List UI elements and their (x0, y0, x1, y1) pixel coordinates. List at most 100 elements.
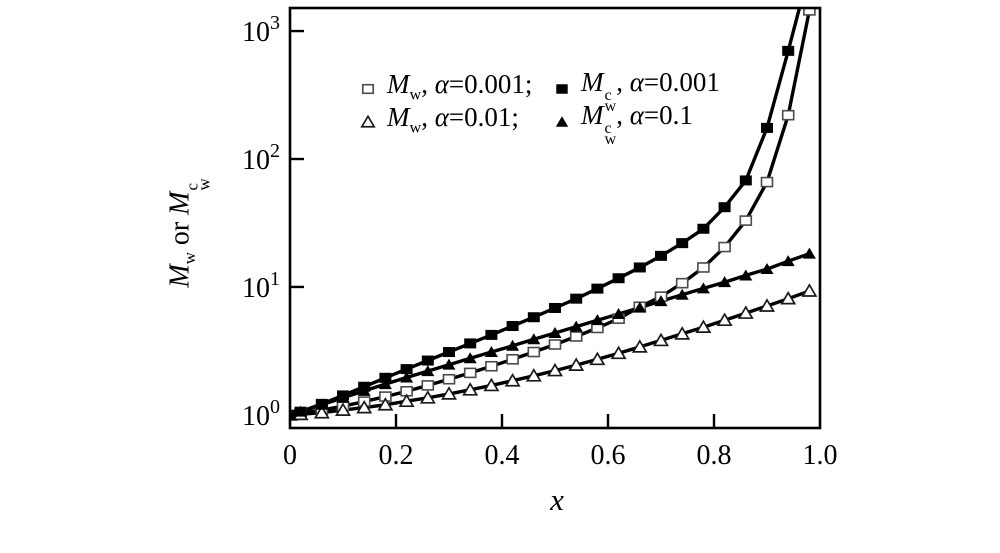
square-open-marker (442, 373, 456, 385)
square-filled-marker (527, 312, 540, 323)
triangle-open-marker (356, 399, 373, 414)
triangle-filled-marker (315, 398, 329, 410)
triangle-open-marker (398, 393, 415, 408)
x-tick-label: 0 (283, 440, 297, 471)
triangle-open-marker (441, 386, 457, 400)
triangle-filled-marker (548, 326, 562, 338)
square-open-marker (569, 331, 583, 342)
triangle-open-marker (737, 305, 754, 319)
square-open-marker (485, 360, 498, 372)
triangle-open-marker (568, 357, 585, 371)
triangle-filled-marker (484, 346, 498, 358)
triangle-filled-marker (442, 358, 456, 370)
triangle-open-marker (525, 368, 542, 382)
triangle-filled-marker (506, 339, 520, 351)
triangle-filled-marker (633, 301, 647, 313)
triangle-open-marker (377, 397, 394, 411)
x-tick-label: 1.0 (803, 440, 838, 471)
triangle-open-marker (504, 373, 521, 387)
triangle-open-marker (547, 362, 563, 377)
square-open-marker (548, 339, 562, 350)
square-open-marker (421, 380, 435, 391)
square-filled-marker (633, 262, 646, 273)
square-open-marker (675, 277, 689, 289)
series-group (290, 8, 818, 421)
triangle-filled-marker (696, 282, 710, 294)
triangle-open-marker (653, 332, 669, 347)
triangle-filled-marker (739, 269, 753, 281)
triangle-filled-marker (463, 352, 477, 364)
triangle-filled-marker (654, 295, 668, 307)
triangle-filled-marker (675, 288, 689, 300)
square-filled-marker (782, 45, 795, 56)
square-filled-marker (506, 321, 519, 332)
triangle-open-marker (631, 339, 648, 353)
square-filled-marker (485, 329, 498, 340)
square-filled-marker (612, 273, 625, 284)
x-tick-label: 0.4 (485, 440, 520, 471)
triangle-open-marker (801, 283, 818, 297)
square-open-marker (506, 353, 519, 365)
x-tick-label: 0.8 (697, 440, 732, 471)
triangle-open-marker (716, 312, 733, 327)
square-filled-marker (464, 338, 477, 349)
square-filled-marker (655, 250, 667, 261)
square-open-marker (697, 262, 710, 273)
x-tick-label: 0.6 (591, 440, 626, 471)
triangle-filled-marker (760, 263, 774, 275)
triangle-filled-marker (569, 320, 583, 332)
triangle-open-marker (589, 351, 606, 366)
triangle-filled-marker (612, 307, 626, 319)
square-filled-marker (697, 223, 710, 234)
square-open-marker (463, 367, 477, 379)
x-tick-label: 0.2 (379, 440, 414, 471)
triangle-filled-marker (590, 314, 604, 326)
square-filled-marker (718, 202, 731, 213)
triangle-open-marker (759, 298, 775, 312)
triangle-open-marker (313, 405, 330, 419)
triangle-filled-marker (378, 378, 392, 390)
y-tick-label: 101 (242, 268, 280, 304)
square-filled-marker (421, 355, 434, 366)
series-markers-1 (290, 45, 795, 420)
y-tick-label: 103 (242, 12, 280, 48)
triangle-open-marker (462, 382, 479, 396)
square-filled-marker (591, 283, 604, 294)
triangle-open-marker (335, 402, 351, 416)
square-filled-marker (379, 372, 392, 383)
square-open-marker (739, 215, 753, 226)
triangle-open-marker (674, 326, 691, 340)
square-filled-marker (443, 347, 455, 358)
square-open-marker (803, 8, 816, 16)
series-line-0 (290, 10, 812, 417)
series-line-1 (290, 8, 802, 417)
triangle-open-marker (483, 377, 500, 392)
triangle-filled-marker (357, 384, 371, 396)
y-tick-label: 100 (242, 396, 280, 432)
triangle-filled-marker (718, 276, 732, 288)
triangle-filled-marker (527, 333, 541, 345)
square-filled-marker (400, 364, 413, 375)
triangle-filled-marker (336, 391, 350, 403)
square-filled-marker (570, 293, 583, 304)
triangle-filled-marker (400, 371, 414, 383)
triangle-open-marker (419, 390, 436, 404)
triangle-filled-marker (421, 365, 435, 377)
square-filled-marker (676, 238, 689, 249)
y-tick-label: 102 (242, 140, 280, 176)
square-filled-marker (549, 302, 561, 313)
triangle-open-marker (695, 319, 712, 334)
square-open-marker (527, 346, 541, 358)
triangle-open-marker (780, 290, 797, 305)
square-filled-marker (761, 122, 773, 133)
square-open-marker (781, 109, 795, 121)
plot-frame (288, 6, 822, 430)
triangle-open-marker (610, 345, 627, 360)
square-open-marker (718, 241, 731, 253)
triangle-filled-marker (781, 255, 795, 267)
square-filled-marker (739, 175, 752, 186)
x-axis-title: x (550, 482, 564, 517)
triangle-filled-marker (802, 247, 816, 259)
